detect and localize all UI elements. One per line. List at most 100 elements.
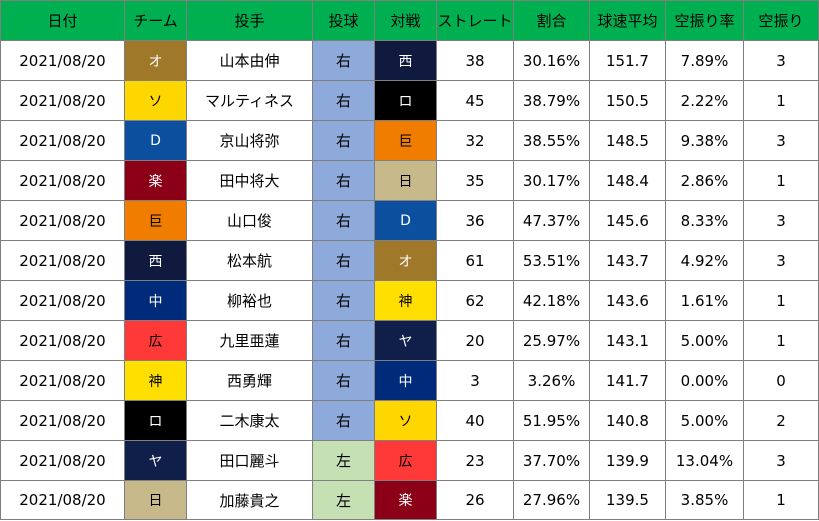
whiff-rate-cell: 5.00%: [665, 320, 744, 361]
avg-speed-cell: 151.7: [589, 40, 666, 81]
date-header: 日付: [0, 0, 125, 41]
ratio-cell: 51.95%: [513, 400, 590, 441]
opponent-header: 対戦: [374, 0, 437, 41]
straight-count-header: ストレート: [436, 0, 514, 41]
table-row: 2021/08/20 ロ二木康太右ソ 40 51.95% 140.8 5.00% 2: [0, 400, 819, 441]
opponent-cell: ヤ: [374, 320, 437, 361]
team-cell: 神: [124, 360, 187, 401]
team-header: チーム: [124, 0, 187, 41]
whiff-count-cell: 1: [743, 320, 819, 361]
whiff-rate-cell: 1.61%: [665, 280, 744, 321]
straight-count-cell: 23: [436, 440, 514, 481]
table-row: 2021/08/20 神西勇輝右中 3 3.26% 141.7 0.00% 0: [0, 360, 819, 401]
avg-speed-cell: 139.5: [589, 480, 666, 520]
hand-cell: 右: [312, 360, 375, 401]
hand-cell: 右: [312, 400, 375, 441]
table-row: 2021/08/20 楽田中将大右日 35 30.17% 148.4 2.86% 1: [0, 160, 819, 201]
pitcher-cell: 田中将大: [186, 160, 313, 201]
opponent-cell: 広: [374, 440, 437, 481]
pitcher-cell: 西勇輝: [186, 360, 313, 401]
hand-cell: 右: [312, 240, 375, 281]
avg-speed-cell: 150.5: [589, 80, 666, 121]
ratio-header: 割合: [513, 0, 590, 41]
team-cell: 広: [124, 320, 187, 361]
team-cell: ロ: [124, 400, 187, 441]
team-cell: ヤ: [124, 440, 187, 481]
pitcher-cell: 柳裕也: [186, 280, 313, 321]
table-row: 2021/08/20 D 京山将弥右巨 32 38.55% 148.5 9.38% 3: [0, 120, 819, 161]
pitcher-cell: マルティネス: [186, 80, 313, 121]
pitcher-header: 投手: [186, 0, 313, 41]
whiff-count-cell: 3: [743, 40, 819, 81]
table-row: 2021/08/20 巨山口俊右 D 36 47.37% 145.6 8.33% 3: [0, 200, 819, 241]
table-row: 2021/08/20 オ山本由伸右西 38 30.16% 151.7 7.89% 3: [0, 40, 819, 81]
pitcher-cell: 加藤貴之: [186, 480, 313, 520]
hand-header: 投球: [312, 0, 375, 41]
date-cell: 2021/08/20: [0, 40, 125, 81]
team-cell: オ: [124, 40, 187, 81]
hand-cell: 左: [312, 440, 375, 481]
pitcher-cell: 京山将弥: [186, 120, 313, 161]
whiff-rate-cell: 13.04%: [665, 440, 744, 481]
team-cell: 日: [124, 480, 187, 520]
whiff-rate-cell: 4.92%: [665, 240, 744, 281]
avg-speed-cell: 148.4: [589, 160, 666, 201]
straight-count-cell: 3: [436, 360, 514, 401]
opponent-cell: 西: [374, 40, 437, 81]
team-cell: D: [124, 120, 187, 161]
ratio-cell: 42.18%: [513, 280, 590, 321]
table-row: 2021/08/20 広九里亜蓮右ヤ 20 25.97% 143.1 5.00% 1: [0, 320, 819, 361]
avg-speed-cell: 143.1: [589, 320, 666, 361]
opponent-cell: D: [374, 200, 437, 241]
date-cell: 2021/08/20: [0, 360, 125, 401]
table-row: 2021/08/20 ヤ田口麗斗左広 23 37.70% 139.9 13.04% 3: [0, 440, 819, 481]
pitcher-cell: 田口麗斗: [186, 440, 313, 481]
date-cell: 2021/08/20: [0, 240, 125, 281]
team-cell: 西: [124, 240, 187, 281]
header-row: 日付 チーム 投手 投球 対戦 ストレート 割合 球速平均 空振り率 空振り: [0, 0, 819, 41]
opponent-cell: オ: [374, 240, 437, 281]
ratio-cell: 25.97%: [513, 320, 590, 361]
whiff-rate-cell: 2.22%: [665, 80, 744, 121]
whiff-rate-cell: 3.85%: [665, 480, 744, 520]
table-body: 2021/08/20 オ山本由伸右西 38 30.16% 151.7 7.89% 3 2021…: [0, 40, 819, 520]
straight-count-cell: 32: [436, 120, 514, 161]
ratio-cell: 3.26%: [513, 360, 590, 401]
table-row: 2021/08/20 ソマルティネス右ロ 45 38.79% 150.5 2.22% 1: [0, 80, 819, 121]
opponent-cell: 楽: [374, 480, 437, 520]
straight-count-cell: 36: [436, 200, 514, 241]
hand-cell: 右: [312, 200, 375, 241]
date-cell: 2021/08/20: [0, 440, 125, 481]
whiff-count-cell: 2: [743, 400, 819, 441]
avg-speed-cell: 140.8: [589, 400, 666, 441]
whiff-rate-cell: 7.89%: [665, 40, 744, 81]
avg-speed-cell: 145.6: [589, 200, 666, 241]
pitcher-cell: 九里亜蓮: [186, 320, 313, 361]
date-cell: 2021/08/20: [0, 160, 125, 201]
team-cell: 楽: [124, 160, 187, 201]
whiff-count-cell: 1: [743, 160, 819, 201]
whiff-count-cell: 0: [743, 360, 819, 401]
date-cell: 2021/08/20: [0, 280, 125, 321]
whiff-count-cell: 3: [743, 120, 819, 161]
opponent-cell: ソ: [374, 400, 437, 441]
whiff-count-cell: 3: [743, 240, 819, 281]
whiff-rate-header: 空振り率: [665, 0, 744, 41]
date-cell: 2021/08/20: [0, 480, 125, 520]
avg-speed-cell: 143.7: [589, 240, 666, 281]
ratio-cell: 27.96%: [513, 480, 590, 520]
ratio-cell: 53.51%: [513, 240, 590, 281]
date-cell: 2021/08/20: [0, 200, 125, 241]
hand-cell: 左: [312, 480, 375, 520]
whiff-count-cell: 1: [743, 280, 819, 321]
straight-count-cell: 38: [436, 40, 514, 81]
table-row: 2021/08/20 中柳裕也右神 62 42.18% 143.6 1.61% 1: [0, 280, 819, 321]
whiff-count-cell: 1: [743, 480, 819, 520]
pitcher-cell: 松本航: [186, 240, 313, 281]
hand-cell: 右: [312, 280, 375, 321]
date-cell: 2021/08/20: [0, 120, 125, 161]
team-cell: 中: [124, 280, 187, 321]
whiff-rate-cell: 8.33%: [665, 200, 744, 241]
straight-count-cell: 45: [436, 80, 514, 121]
